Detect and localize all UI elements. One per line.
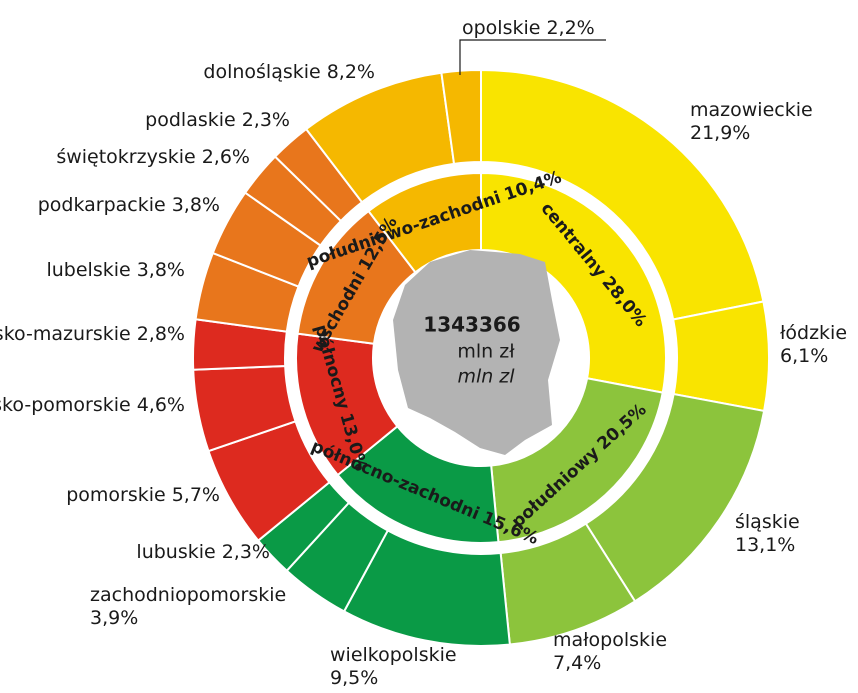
outer-value: 6,1% xyxy=(780,345,828,367)
outer-name: zachodniopomorskie xyxy=(90,584,286,606)
outer-value: 9,5% xyxy=(330,667,378,689)
outer-name: kujawsko-pomorskie xyxy=(0,394,131,416)
outer-value: 13,1% xyxy=(735,534,795,556)
outer-name: podlaskie xyxy=(145,109,236,131)
outer-value: 3,9% xyxy=(90,607,138,629)
inner-segment xyxy=(490,377,664,544)
outer-segment xyxy=(440,68,482,165)
outer-label: warmińsko-mazurskie 2,8% xyxy=(0,323,185,345)
outer-name: dolnośląskie xyxy=(203,61,320,83)
outer-label: małopolskie 7,4% xyxy=(553,629,667,674)
outer-label: świętokrzyskie 2,6% xyxy=(56,146,250,168)
outer-label: kujawsko-pomorskie 4,6% xyxy=(0,394,185,416)
outer-name: śląskie xyxy=(735,511,800,533)
outer-name: opolskie xyxy=(462,17,540,39)
outer-value: 2,6% xyxy=(202,146,250,168)
outer-name: podkarpackie xyxy=(38,194,166,216)
total: 1343366 xyxy=(423,313,520,337)
outer-label: wielkopolskie 9,5% xyxy=(330,644,457,689)
outer-value: 2,3% xyxy=(242,109,290,131)
outer-value: 2,8% xyxy=(137,323,185,345)
outer-label: łódzkie 6,1% xyxy=(780,322,847,367)
outer-name: lubelskie xyxy=(46,259,130,281)
outer-label: lubuskie 2,3% xyxy=(136,541,270,563)
outer-name: świętokrzyskie xyxy=(56,146,195,168)
outer-name: łódzkie xyxy=(780,322,847,344)
outer-value: 2,2% xyxy=(546,17,594,39)
outer-label: lubelskie 3,8% xyxy=(46,259,185,281)
outer-name: wielkopolskie xyxy=(330,644,457,666)
unit: mln zł xyxy=(457,341,515,363)
outer-name: lubuskie xyxy=(136,541,215,563)
outer-value: 21,9% xyxy=(690,122,750,144)
outer-label: podlaskie 2,3% xyxy=(145,109,290,131)
outer-value: 4,6% xyxy=(137,394,185,416)
leader-line xyxy=(459,39,606,75)
outer-label: mazowieckie 21,9% xyxy=(690,99,813,144)
unit-alt: mln zl xyxy=(457,366,515,388)
outer-value: 7,4% xyxy=(553,652,601,674)
outer-name: małopolskie xyxy=(553,629,667,651)
outer-label: opolskie 2,2% xyxy=(462,17,595,39)
outer-label: podkarpackie 3,8% xyxy=(38,194,220,216)
outer-label: śląskie 13,1% xyxy=(735,511,800,556)
outer-value: 8,2% xyxy=(327,61,375,83)
outer-segment xyxy=(672,300,770,413)
outer-value: 3,8% xyxy=(172,194,220,216)
outer-value: 2,3% xyxy=(222,541,270,563)
outer-value: 3,8% xyxy=(137,259,185,281)
outer-name: mazowieckie xyxy=(690,99,813,121)
outer-label: dolnośląskie 8,2% xyxy=(203,61,375,83)
rings xyxy=(192,68,770,647)
outer-name: pomorskie xyxy=(66,484,166,506)
outer-label: pomorskie 5,7% xyxy=(66,484,220,506)
map-shape xyxy=(393,250,560,455)
outer-name: warmińsko-mazurskie xyxy=(0,323,131,345)
outer-value: 5,7% xyxy=(172,484,220,506)
outer-label: zachodniopomorskie 3,9% xyxy=(90,584,286,629)
